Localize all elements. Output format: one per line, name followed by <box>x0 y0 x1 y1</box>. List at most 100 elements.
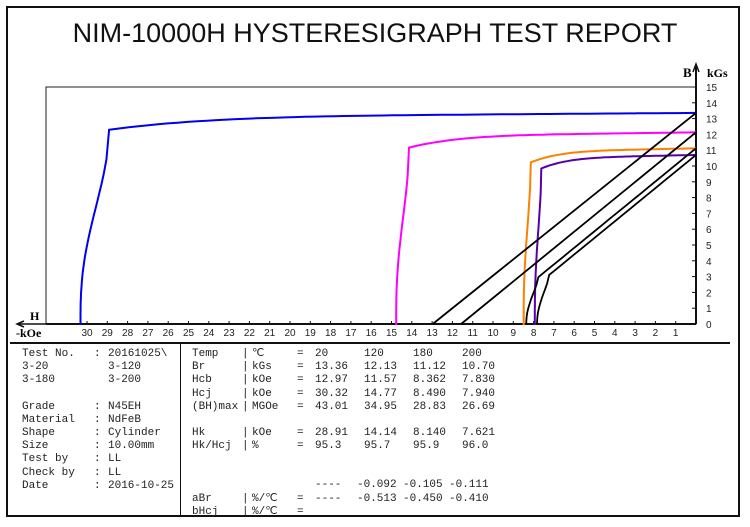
curve-j-h-180- <box>522 147 697 325</box>
curve-b-h-180- <box>525 147 697 324</box>
property-name: Temp <box>192 348 219 360</box>
x-tick-label: 29 <box>102 328 114 339</box>
y-tick-label: 15 <box>706 83 718 94</box>
property-name: aBr <box>192 492 212 505</box>
property-value: 95.9 <box>413 440 440 453</box>
coefficient-value: -0.410 <box>449 492 489 505</box>
info-value: 2016-10-25 <box>108 479 175 492</box>
pipe: | <box>242 374 249 387</box>
x-tick-label: 12 <box>447 328 459 339</box>
x-tick-label: 14 <box>406 328 418 339</box>
coefficient-value: -0.513 <box>357 492 397 505</box>
x-tick-label: 20 <box>284 328 296 339</box>
x-tick-label: 23 <box>224 328 236 339</box>
curve-j-h-20- <box>79 111 697 325</box>
coefficient-value: -0.105 <box>403 479 443 492</box>
property-value: 8.490 <box>413 387 447 400</box>
curve-b-h-120- <box>460 131 697 325</box>
property-value: 10.70 <box>462 361 496 374</box>
column-divider <box>180 344 181 516</box>
property-name: Br <box>192 361 206 374</box>
property-row: (BH)max | MGOe = 43.01 34.95 28.83 26.69 <box>192 401 511 414</box>
info-value: 10.00mm <box>108 440 155 453</box>
x-tick-label: 2 <box>653 328 659 339</box>
coefficient-row: aBr | %/℃ = ---- -0.513 -0.450 -0.410 <box>192 493 511 506</box>
equals: = <box>297 361 304 374</box>
section-divider <box>10 342 730 344</box>
sample-id-row: 3-180 3-200 <box>22 374 174 387</box>
property-unit: %/℃ <box>252 492 278 505</box>
sample-id: 3-180 <box>22 374 56 387</box>
property-unit: kOe <box>252 374 272 387</box>
x-tick-label: 18 <box>325 328 337 339</box>
property-value: 8.140 <box>413 426 447 439</box>
coefficient-value: ---- <box>315 479 342 492</box>
info-label: Shape <box>22 426 56 439</box>
x-tick-label: 1 <box>673 328 679 339</box>
property-row: Hcb | kOe = 12.97 11.57 8.362 7.830 <box>192 374 511 387</box>
y-tick-label: 2 <box>706 288 712 299</box>
info-colon: : <box>94 440 101 453</box>
property-row: Hk | kOe = 28.91 14.14 8.140 7.621 <box>192 427 511 440</box>
info-row: Material: NdFeB <box>22 414 174 427</box>
info-value: NdFeB <box>108 413 142 426</box>
coefficient-value: -0.111 <box>449 479 489 492</box>
y-tick-label: 0 <box>706 320 712 331</box>
info-value: N45EH <box>108 400 142 413</box>
property-unit: kOe <box>252 387 272 400</box>
y-tick-label: 8 <box>706 194 712 205</box>
x-tick-label: 13 <box>427 328 439 339</box>
test-no-label: Test No. <box>22 348 75 360</box>
property-value: 120 <box>364 348 384 360</box>
property-unit: kOe <box>252 426 272 439</box>
info-colon: : <box>94 413 101 426</box>
property-name: (BH)max <box>192 400 239 413</box>
pipe: | <box>242 426 249 439</box>
x-tick-label: 26 <box>163 328 175 339</box>
sample-id: 3-120 <box>108 361 142 374</box>
sample-id-row: 3-20 3-120 <box>22 361 174 374</box>
equals: = <box>297 492 304 505</box>
coefficient-value: ---- <box>315 492 342 505</box>
info-colon: : <box>94 400 101 413</box>
y-tick-label: 1 <box>706 304 712 315</box>
magnetic-properties-table: Temp | ℃ = 20 120 180 200 Br | kGs = 13.36 12.13 11.12… <box>192 348 511 519</box>
property-value: 30.32 <box>315 387 349 400</box>
info-colon: : <box>94 453 101 466</box>
property-name: Hk/Hcj <box>192 440 232 453</box>
x-tick-label: 7 <box>551 328 557 339</box>
property-unit: MGOe <box>252 400 279 413</box>
coefficient-row: ---- -0.092 -0.105 -0.111 <box>192 479 511 492</box>
property-value: 12.13 <box>364 361 398 374</box>
info-label: Material <box>22 413 75 426</box>
y-tick-label: 9 <box>706 178 712 189</box>
property-unit: kGs <box>252 361 272 374</box>
property-row: Br | kGs = 13.36 12.13 11.12 10.70 <box>192 361 511 374</box>
info-value: LL <box>108 466 122 479</box>
x-tick-label: 19 <box>305 328 317 339</box>
y-tick-label: 12 <box>706 130 718 141</box>
property-value: 95.3 <box>315 440 342 453</box>
coefficient-value: -0.092 <box>357 479 397 492</box>
property-value: 200 <box>462 348 482 360</box>
curve-j-h-120- <box>395 131 697 325</box>
y-tick-label: 10 <box>706 162 718 173</box>
info-row: Shape: Cylinder <box>22 427 174 440</box>
equals: = <box>297 348 304 360</box>
property-value: 12.97 <box>315 374 349 387</box>
pipe: | <box>242 440 249 453</box>
pipe: | <box>242 400 249 413</box>
x-tick-label: 10 <box>487 328 499 339</box>
property-row: Temp | ℃ = 20 120 180 200 <box>192 348 511 361</box>
property-value: 11.57 <box>364 374 398 387</box>
property-value: 28.83 <box>413 400 447 413</box>
property-value: 96.0 <box>462 440 489 453</box>
x-tick-label: 17 <box>345 328 357 339</box>
coefficient-row: bHcj | %/℃ = <box>192 506 511 519</box>
info-label: Size <box>22 440 49 453</box>
property-unit: ℃ <box>252 348 265 360</box>
property-value: 7.940 <box>462 387 496 400</box>
info-colon: : <box>94 426 101 439</box>
pipe: | <box>242 348 249 360</box>
